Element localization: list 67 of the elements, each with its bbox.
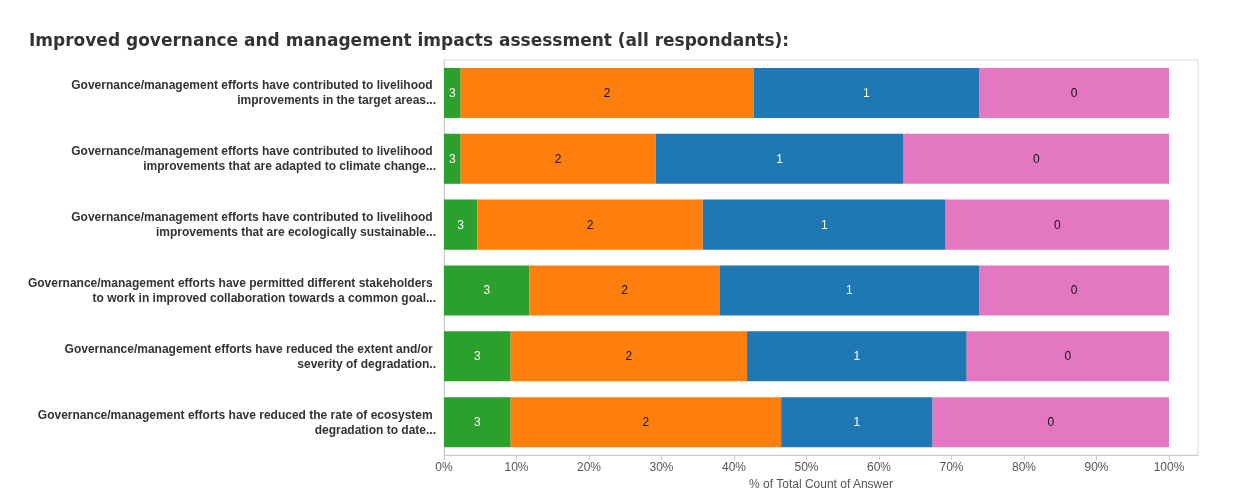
text: 2 (642, 415, 650, 430)
bar (719, 265, 980, 316)
bar (747, 331, 967, 382)
text: 0 (1070, 85, 1078, 100)
text: 1 (853, 349, 861, 364)
series-label: 3 (448, 85, 456, 100)
y-tick-label: Governance/management efforts have permitted different stakeholders to work in improved collaboration towards a common goal... (27, 275, 436, 305)
text: 0 (1047, 415, 1055, 430)
text: 1 (862, 85, 870, 100)
x-tick-label: 90% (1084, 460, 1109, 475)
x-tick-label: 30% (649, 460, 674, 475)
text: 0 (1054, 217, 1061, 232)
bar (753, 67, 980, 118)
x-axis-title: % of Total Count of Answer (749, 477, 893, 491)
x-tick-label: 50% (794, 460, 819, 475)
x-tick-label: 80% (1011, 460, 1037, 475)
bar (781, 397, 933, 448)
text: 2 (554, 151, 562, 166)
bar (979, 265, 1169, 316)
bar (966, 331, 1169, 382)
bar (529, 265, 720, 316)
x-tick-label: 40% (721, 460, 747, 475)
text: 1 (853, 415, 861, 430)
bar (444, 265, 530, 316)
x-tick-label: 60% (866, 460, 892, 475)
bar (903, 133, 1169, 184)
y-tick-label: Governance/management efforts have reduced the extent and/or severity of degradation.. (64, 341, 436, 371)
text: 0 (1032, 151, 1040, 166)
bar (444, 133, 461, 184)
bar (444, 397, 511, 448)
bar (460, 67, 754, 118)
series-label: 1 (845, 283, 853, 298)
text: 3 (448, 151, 456, 166)
bar (945, 199, 1169, 250)
text: 3 (474, 349, 481, 364)
series-label: 2 (621, 283, 629, 298)
bar (510, 397, 782, 448)
x-tick-label: 10% (504, 460, 529, 475)
y-tick-label: Governance/management efforts have reduced the rate of ecosystem degradation to date... (37, 407, 436, 437)
text: 0 (1064, 349, 1072, 364)
text: 2 (586, 217, 594, 232)
text: 2 (603, 85, 611, 100)
bar (510, 331, 748, 382)
bar (460, 133, 656, 184)
x-tick-label: 20% (576, 460, 602, 475)
bar (444, 67, 461, 118)
bar (932, 397, 1169, 448)
chart-title: Improved governance and management impacts assessment (all respondants): (29, 29, 790, 50)
y-tick-label: Governance/management efforts have contributed to livelihood improvements that are adapted to climate change... (71, 144, 436, 174)
bar (979, 67, 1169, 118)
y-tick-label: Governance/management efforts have contributed to livelihood improvements that are ecologically sustainable... (71, 210, 436, 240)
text: 1 (776, 151, 784, 166)
bar (655, 133, 904, 184)
y-tick-label: Governance/management efforts have contributed to livelihood improvements in the target areas... (71, 78, 436, 108)
text: 1 (820, 217, 828, 232)
x-tick-label: 0% (435, 460, 453, 475)
bar (444, 199, 478, 250)
text: 3 (483, 283, 491, 298)
x-tick-label: 70% (939, 460, 964, 475)
text: 3 (474, 415, 481, 430)
text: 3 (457, 217, 465, 232)
x-tick-label: 100% (1153, 460, 1185, 475)
series-label: 0 (1070, 283, 1078, 298)
bar (702, 199, 946, 250)
bar (444, 331, 511, 382)
text: 2 (625, 349, 633, 364)
bar (477, 199, 703, 250)
